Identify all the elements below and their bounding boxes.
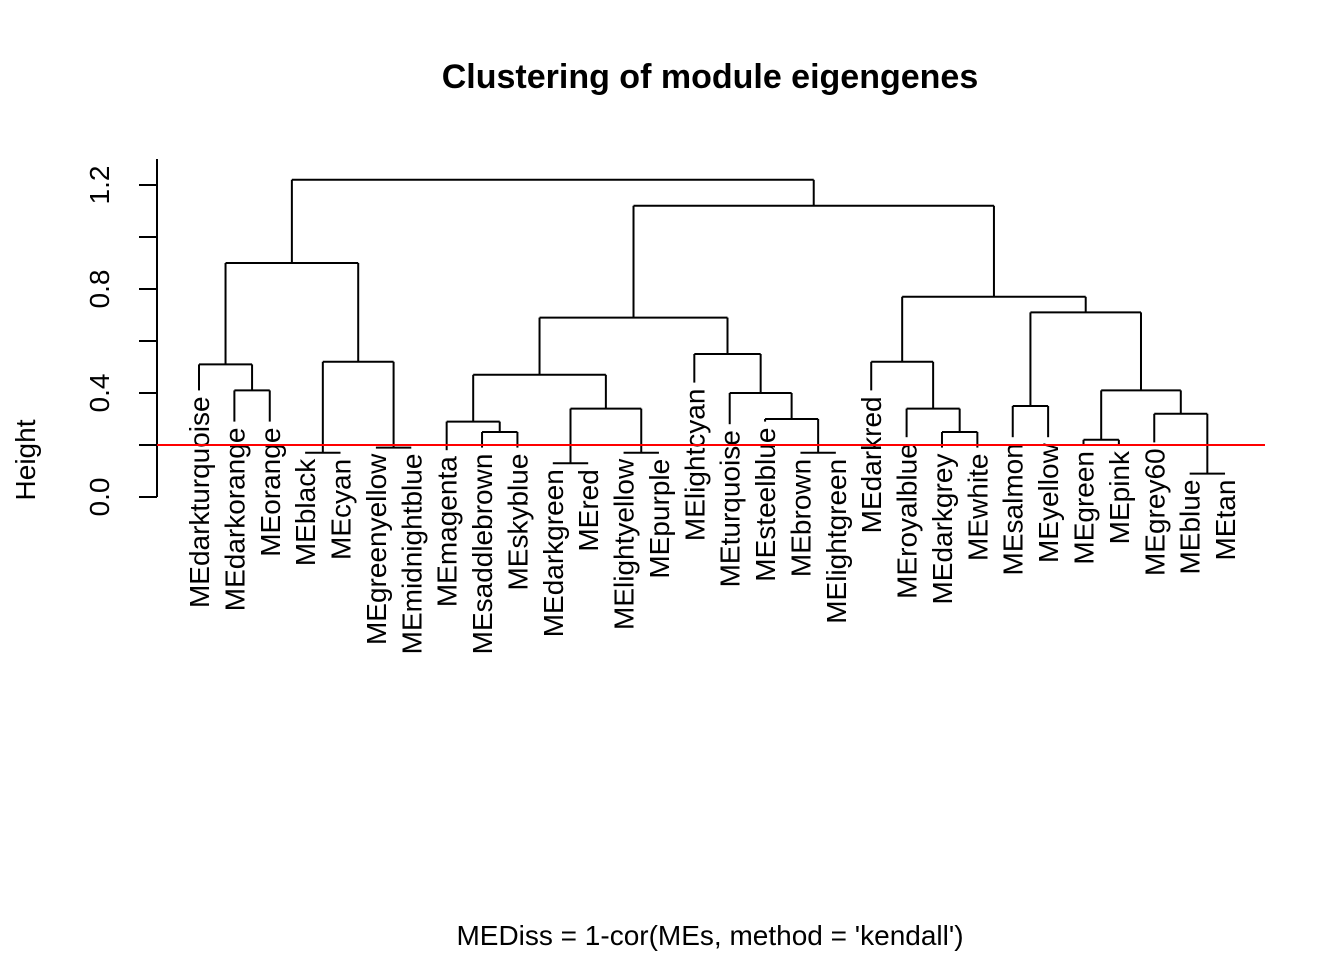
leaf-label: MEred xyxy=(573,469,604,551)
leaf-label: MElightgreen xyxy=(821,459,852,624)
y-tick-label: 0.0 xyxy=(84,478,115,517)
leaf-label: MEwhite xyxy=(962,454,993,561)
leaf-labels: MEdarkturquoise MEdarkorange MEorange MEbla… xyxy=(184,389,1241,655)
leaf-label: MEmidnightblue xyxy=(396,454,427,655)
leaf-label: MEblack xyxy=(290,458,321,566)
leaf-label: MEtan xyxy=(1210,480,1241,561)
leaf-label: MEgrey60 xyxy=(1139,448,1170,576)
y-axis-label: Height xyxy=(10,419,41,500)
y-tick-label: 1.2 xyxy=(84,166,115,205)
leaf-label: MEdarkturquoise xyxy=(184,396,215,608)
leaf-label: MEdarkgreen xyxy=(538,469,569,637)
leaf-label: MEdarkorange xyxy=(219,428,250,612)
leaf-label: MEblue xyxy=(1175,480,1206,575)
leaf-label: MEyellow xyxy=(1033,442,1064,563)
x-axis-label: MEDiss = 1-cor(MEs, method = 'kendall') xyxy=(456,920,964,951)
leaf-label: MEbrown xyxy=(785,459,816,577)
leaf-label: MEroyalblue xyxy=(892,443,923,599)
leaf-label: MEdarkred xyxy=(856,396,887,533)
dendrogram-branches xyxy=(198,178,1226,475)
leaf-label: MEpurple xyxy=(644,459,675,579)
leaf-label: MEskyblue xyxy=(502,454,533,591)
leaf-label: MEsaddlebrown xyxy=(467,454,498,655)
leaf-label: MEdarkgrey xyxy=(927,454,958,605)
leaf-label: MEsalmon xyxy=(998,443,1029,575)
leaf-label: MEgreen xyxy=(1069,451,1100,565)
leaf-label: MEturquoise xyxy=(715,430,746,587)
y-tick-label: 0.4 xyxy=(84,374,115,413)
leaf-label: MEorange xyxy=(255,428,286,557)
leaf-label: MEsteelblue xyxy=(750,428,781,582)
leaf-label: MElightyellow xyxy=(609,458,640,630)
leaf-label: MEcyan xyxy=(326,459,357,560)
y-axis: 0.0 0.4 0.8 1.2 xyxy=(84,159,158,517)
y-tick-label: 0.8 xyxy=(84,270,115,309)
leaf-label: MEgreenyellow xyxy=(361,453,392,645)
leaf-label: MEmagenta xyxy=(432,456,463,607)
leaf-label: MEpink xyxy=(1104,450,1135,544)
leaf-label: MElightcyan xyxy=(679,389,710,542)
chart-title: Clustering of module eigengenes xyxy=(441,58,979,96)
